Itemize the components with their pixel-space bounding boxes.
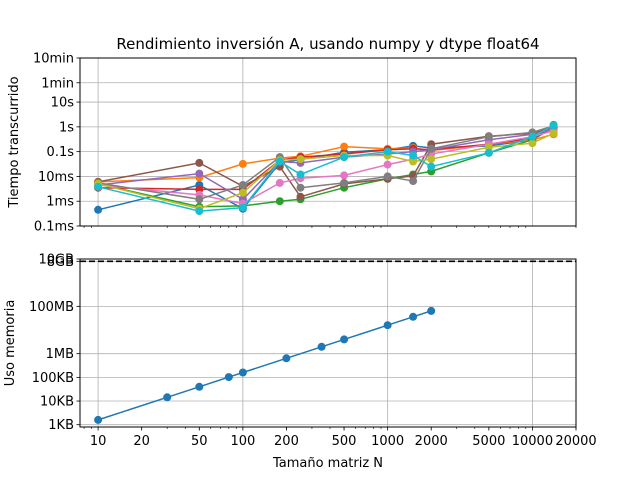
time-data-point [549,121,558,130]
time-y-tick-label: 1ms [46,195,74,210]
time-series-10 [94,121,558,216]
memory-y-tick-label: 10KB [40,395,74,410]
x-tick-label: 2000 [415,434,448,449]
time-data-point [296,170,305,179]
x-tick-label: 5000 [472,434,505,449]
time-data-point [427,162,436,171]
time-series-group [94,120,558,216]
time-data-point [195,195,204,204]
time-data-point [238,203,247,212]
memory-data-point [238,368,247,377]
time-series-line [98,129,554,205]
time-data-point [296,192,305,201]
time-y-tick-label: 10s [51,96,75,111]
time-data-point [195,185,204,194]
time-data-point [94,205,103,214]
chart-title: Rendimiento inversión A, usando numpy y … [116,35,539,53]
time-data-point [549,129,558,138]
memory-data-point [340,335,349,344]
time-series-line [97,132,554,210]
time-y-tick-label: 10min [33,52,74,67]
memory-plot-frame [79,258,577,428]
time-y-tick-label: 1s [59,120,74,135]
time-data-point [195,207,204,216]
time-y-ticks: 0.1ms 1ms 10ms 0.1s 1s 10s 1min 10min [33,52,80,235]
time-data-point [340,153,349,162]
time-series-line [97,125,554,201]
x-tick-label: 1000 [371,434,404,449]
x-tick-label: 20000 [555,434,596,449]
memory-data-point [195,382,204,391]
time-data-point [275,178,284,187]
time-y-axis-label: Tiempo transcurrido [7,76,22,208]
time-data-point [94,182,103,191]
time-data-point [383,172,392,181]
time-data-point [484,148,493,157]
x-tick-label: 20 [133,434,150,449]
time-plot-frame [79,57,577,227]
x-tick-label: 500 [332,434,357,449]
time-panel: 0.1ms 1ms 10ms 0.1s 1s 10s 1min 10min Tiempo tr… [7,52,577,235]
time-data-point [296,155,305,164]
memory-data-point [383,321,392,330]
memory-series-group [94,306,436,424]
time-data-point [195,169,204,178]
time-data-point [340,171,349,180]
time-data-point [528,139,537,148]
time-data-point [484,143,493,152]
time-series-line [97,124,554,212]
x-tick-label: 50 [191,434,208,449]
time-data-point [409,177,418,186]
time-y-tick-label: 1min [41,76,74,91]
memory-y-axis-label: Uso memoria [3,300,18,387]
memory-y-tick-label: 1MB [46,347,74,362]
time-y-tick-label: 0.1ms [34,220,74,235]
time-data-point [238,181,247,189]
time-data-point [383,160,392,169]
memory-data-point [163,393,172,402]
memory-y-tick-label: 8GB [47,255,74,270]
time-y-tick-label: 0.1s [47,145,75,160]
memory-y-tick-label: 1KB [48,418,74,433]
memory-series-1 [94,306,436,424]
x-tick-label: 10 [90,434,107,449]
x-tick-label: 10000 [512,434,553,449]
time-data-point [427,144,436,153]
memory-data-point [317,342,326,351]
time-data-point [275,197,284,206]
memory-data-point [409,312,418,321]
x-tick-label: 100 [230,434,255,449]
time-data-point [383,147,392,156]
time-data-point [409,157,418,166]
memory-data-point [94,415,103,424]
time-data-point [528,132,537,141]
memory-y-tick-label: 10GB [38,253,74,268]
memory-y-tick-label: 100MB [29,300,74,315]
time-series-line [97,126,554,211]
time-data-point [238,188,247,197]
time-data-point [296,183,305,192]
time-data-point [427,155,436,164]
x-axis-label: Tamaño matriz N [272,456,383,471]
time-data-point [275,157,284,166]
time-y-tick-label: 10ms [38,170,74,185]
memory-data-point [427,306,436,315]
x-tick-label: 200 [274,434,299,449]
time-data-point [484,132,493,141]
memory-x-ticks: 10 20 50 100 200 500 1000 2000 5000 10000 20000 [83,427,597,449]
memory-data-point [282,354,291,363]
memory-y-tick-label: 100KB [32,371,74,386]
time-data-point [238,159,247,168]
time-data-point [195,158,204,167]
time-data-point [409,151,418,160]
time-data-point [340,142,349,151]
time-data-point [340,178,349,187]
memory-data-point [224,373,233,382]
